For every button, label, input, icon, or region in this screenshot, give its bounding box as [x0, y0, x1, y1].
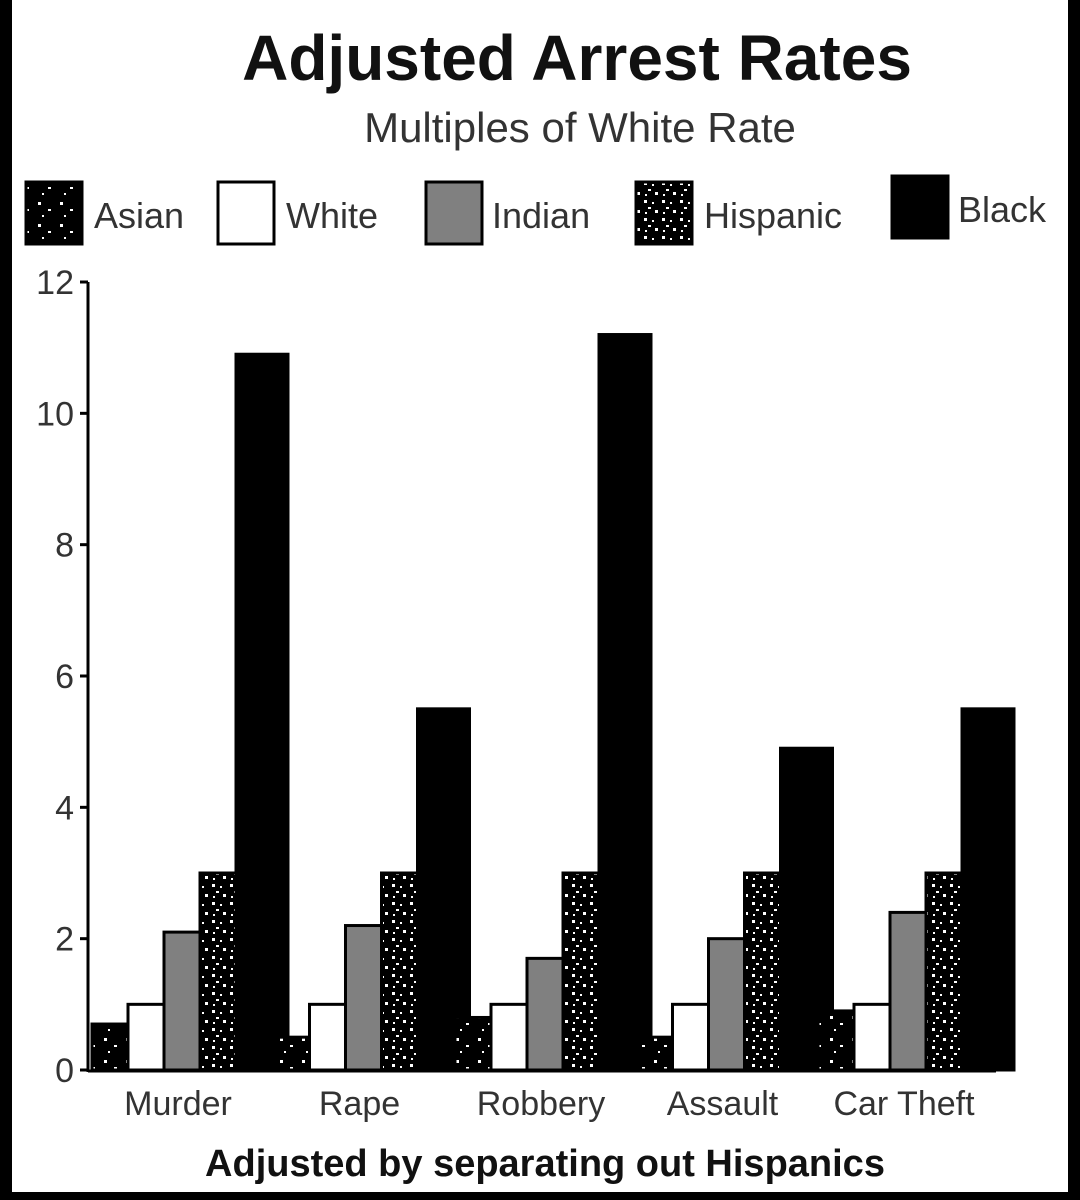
y-tick-label: 8 — [55, 527, 74, 565]
legend-swatch-hispanic — [634, 180, 694, 246]
y-tick-label: 0 — [55, 1052, 74, 1090]
x-tick-label: Car Theft — [833, 1085, 975, 1123]
legend: Asian White Indian Hispanic Black — [24, 174, 1047, 246]
chart-title: Adjusted Arrest Rates — [242, 22, 912, 94]
y-tick-label: 4 — [55, 789, 74, 827]
legend-swatch-asian — [24, 180, 84, 246]
x-tick-label: Assault — [667, 1085, 779, 1123]
legend-label-hispanic: Hispanic — [704, 195, 842, 236]
legend-swatch-black — [890, 174, 950, 240]
bar-chart: Adjusted Arrest Rates Multiples of White… — [24, 22, 1047, 1185]
x-axis-tick-labels: Murder Rape Robbery Assault Car Theft — [124, 1085, 975, 1123]
bars — [90, 333, 1016, 1072]
legend-swatch-white — [216, 180, 276, 246]
legend-label-black: Black — [958, 189, 1047, 230]
legend-label-asian: Asian — [94, 195, 184, 236]
chart-frame: Adjusted Arrest Rates Multiples of White… — [12, 0, 1068, 1192]
bar-black-robbery — [597, 333, 653, 1072]
y-tick-label: 6 — [55, 658, 74, 696]
bar-black-car-theft — [960, 707, 1016, 1072]
y-tick-label: 12 — [36, 264, 74, 302]
legend-swatch-indian — [424, 180, 484, 246]
x-tick-label: Rape — [319, 1085, 400, 1123]
y-axis-ticks: 0 2 4 6 8 10 12 — [36, 264, 88, 1090]
chart-subtitle: Multiples of White Rate — [364, 104, 796, 151]
x-axis-label: Adjusted by separating out Hispanics — [205, 1143, 885, 1185]
bar-black-murder — [234, 352, 290, 1072]
bar-black-rape — [416, 707, 471, 1072]
y-tick-label: 2 — [55, 921, 74, 959]
legend-label-white: White — [286, 195, 378, 236]
legend-label-indian: Indian — [492, 195, 590, 236]
x-tick-label: Robbery — [477, 1085, 606, 1123]
y-tick-label: 10 — [36, 395, 74, 433]
x-tick-label: Murder — [124, 1085, 232, 1123]
